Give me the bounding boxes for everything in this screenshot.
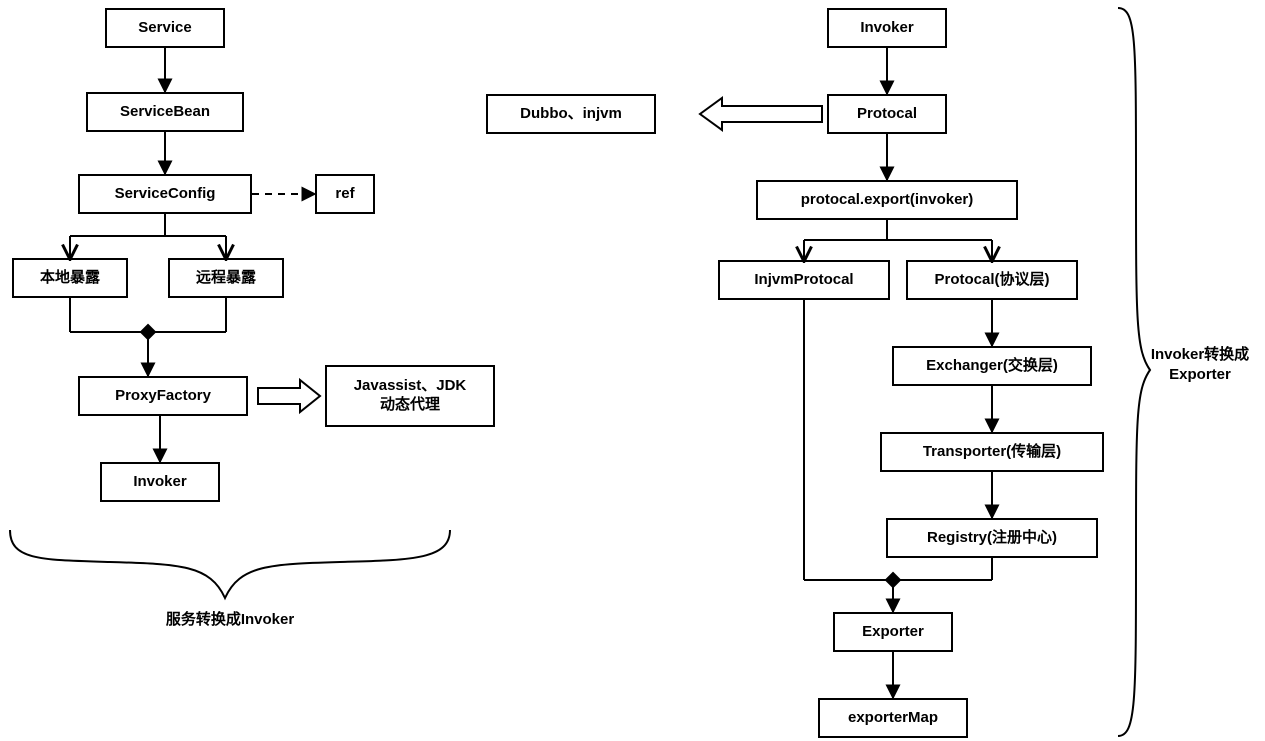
edge-merge-to-proxyfactory <box>70 298 226 376</box>
node-exchanger: Exchanger(交换层) <box>892 346 1092 386</box>
node-service: Service <box>105 8 225 48</box>
node-registry: Registry(注册中心) <box>886 518 1098 558</box>
node-ref: ref <box>315 174 375 214</box>
node-protocal-export: protocal.export(invoker) <box>756 180 1018 220</box>
node-javassist-jdk: Javassist、JDK 动态代理 <box>325 365 495 427</box>
node-service-bean: ServiceBean <box>86 92 244 132</box>
node-protocal-layer: Protocal(协议层) <box>906 260 1078 300</box>
node-injvm-protocal: InjvmProtocal <box>718 260 890 300</box>
edge-export-split <box>804 220 992 260</box>
edge-serviceconfig-split <box>70 214 226 258</box>
node-proxy-factory: ProxyFactory <box>78 376 248 416</box>
hollow-arrow-protocal <box>700 98 822 130</box>
brace-left <box>10 530 450 598</box>
caption-right: Invoker转换成Exporter <box>1150 345 1250 384</box>
node-service-config: ServiceConfig <box>78 174 252 214</box>
caption-left: 服务转换成Invoker <box>100 610 360 630</box>
node-transporter: Transporter(传输层) <box>880 432 1104 472</box>
node-exporter: Exporter <box>833 612 953 652</box>
node-dubbo-injvm: Dubbo、injvm <box>486 94 656 134</box>
node-exporter-map: exporterMap <box>818 698 968 738</box>
node-right-invoker: Invoker <box>827 8 947 48</box>
hollow-arrow-proxyfactory <box>258 380 320 412</box>
node-local-export: 本地暴露 <box>12 258 128 298</box>
node-remote-export: 远程暴露 <box>168 258 284 298</box>
node-left-invoker: Invoker <box>100 462 220 502</box>
node-protocal: Protocal <box>827 94 947 134</box>
brace-right <box>1118 8 1150 736</box>
